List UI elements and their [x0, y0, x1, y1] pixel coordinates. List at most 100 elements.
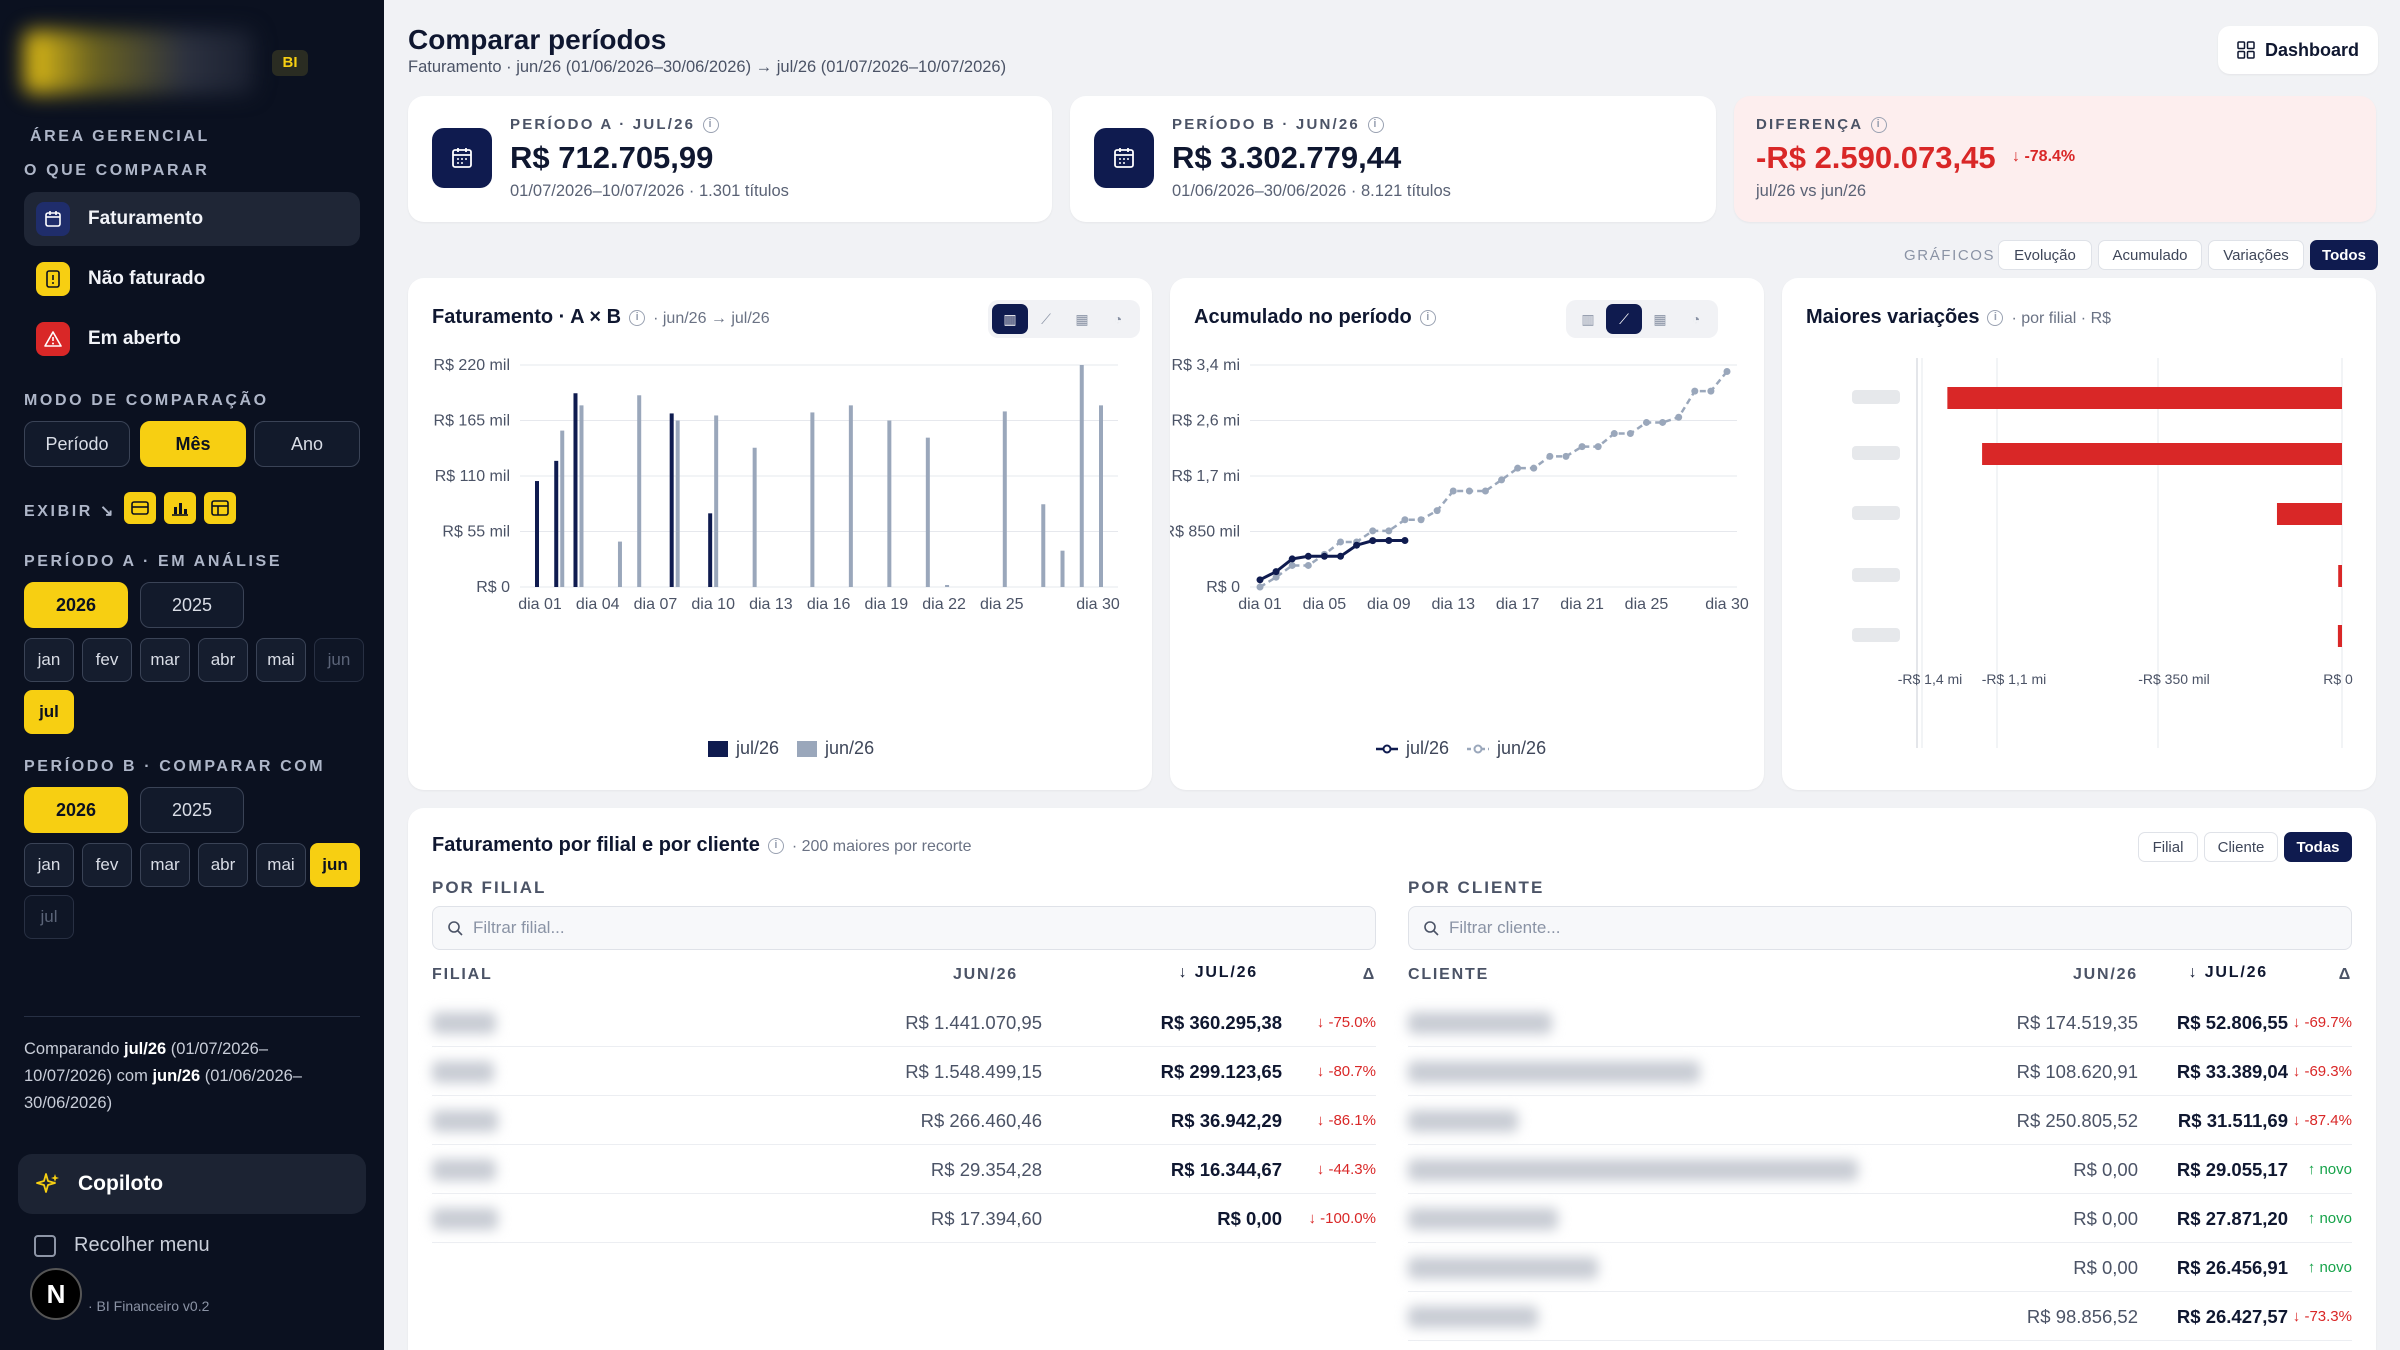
bar-chart-view-icon[interactable] — [164, 492, 196, 524]
nav-label: Em aberto — [88, 328, 181, 349]
col-header-jun[interactable]: JUN/26 — [2072, 966, 2138, 983]
mode-ano[interactable]: Ano — [254, 421, 360, 467]
graphs-toggle-variacoes[interactable]: Variações — [2208, 240, 2304, 270]
period-b-month[interactable]: jul — [24, 895, 74, 939]
info-icon[interactable]: i — [629, 309, 646, 326]
kpi-label: PERÍODO A · JUL/26 i — [510, 116, 720, 134]
document-icon — [36, 262, 70, 296]
mode-mes[interactable]: Mês — [140, 421, 246, 467]
table-row[interactable]: R$ 1.441.070,95 R$ 360.295,38 ↓ -75.0% — [432, 998, 1376, 1047]
pie-chart-icon[interactable]: ◔ — [1113, 311, 1123, 327]
col-header-delta[interactable]: Δ — [2338, 966, 2352, 983]
dashboard-button[interactable]: Dashboard — [2218, 26, 2378, 74]
period-b-year-2025[interactable]: 2025 — [140, 787, 244, 833]
redacted-name — [432, 1159, 496, 1181]
x-tick-label: dia 21 — [1560, 596, 1604, 613]
col-header-jul[interactable]: ↓ JUL/26 — [1178, 964, 1258, 981]
chart-card-variations: Maiores variações i · por filial · R$ -R$ … — [1782, 278, 2376, 790]
period-a-month[interactable]: mar — [140, 638, 190, 682]
table-row[interactable]: R$ 174.519,35 R$ 52.806,55 ↓ -69.7% — [1408, 998, 2352, 1047]
bar-chart-icon[interactable]: ▥ — [992, 304, 1028, 334]
mode-periodo[interactable]: Período — [24, 421, 130, 467]
graphs-toggle-todos[interactable]: Todos — [2310, 240, 2378, 270]
line-chart-icon[interactable]: ⟋ — [1041, 310, 1051, 327]
card-view-icon[interactable] — [124, 492, 156, 524]
point-jun — [1626, 430, 1634, 438]
period-a-month-selected[interactable]: jul — [24, 690, 74, 734]
col-header-filial[interactable]: FILIAL — [432, 966, 493, 983]
period-b-month[interactable]: jan — [24, 843, 74, 887]
col-header-jun[interactable]: JUN/26 — [952, 966, 1018, 983]
point-jul — [1304, 552, 1312, 560]
period-a-month[interactable]: mai — [256, 638, 306, 682]
graphs-toggle-acumulado[interactable]: Acumulado — [2098, 240, 2202, 270]
table-row[interactable]: R$ 108.620,91 R$ 33.389,04 ↓ -69.3% — [1408, 1047, 2352, 1096]
info-icon[interactable]: i — [1367, 117, 1384, 134]
bar-chart-icon[interactable]: ▥ — [1581, 310, 1595, 327]
collapse-menu-button[interactable]: Recolher menu — [34, 1234, 210, 1257]
area-chart-icon[interactable]: ▦ — [1075, 310, 1089, 327]
chart-legend: jul/26 jun/26 — [708, 738, 874, 759]
table-toggle-todas[interactable]: Todas — [2284, 832, 2352, 862]
nav-faturamento[interactable]: Faturamento — [24, 192, 360, 246]
table-row[interactable]: R$ 250.805,52 R$ 31.511,69 ↓ -87.4% — [1408, 1096, 2352, 1145]
category-label-redacted — [1852, 390, 1900, 404]
x-tick-label: dia 09 — [1367, 596, 1411, 613]
point-jun — [1433, 507, 1441, 515]
cell-jun: R$ 0,00 — [2073, 1159, 2138, 1180]
copilot-button[interactable]: Copiloto — [18, 1154, 366, 1214]
table-row[interactable]: R$ 0,00 R$ 29.055,17 ↑ novo — [1408, 1145, 2352, 1194]
line-jun — [1259, 370, 1728, 589]
bar-jul — [669, 413, 674, 587]
cell-jul: R$ 36.942,29 — [1170, 1110, 1282, 1131]
area-chart-icon[interactable]: ▦ — [1653, 310, 1667, 327]
nav-em-aberto[interactable]: Em aberto — [24, 312, 360, 366]
info-icon[interactable]: i — [767, 837, 784, 854]
info-icon[interactable]: i — [1419, 309, 1436, 326]
table-row[interactable]: R$ 1.548.499,15 R$ 299.123,65 ↓ -80.7% — [432, 1047, 1376, 1096]
period-a-month[interactable]: fev — [82, 638, 132, 682]
cliente-filter-input[interactable]: Filtrar cliente... — [1408, 906, 2352, 950]
calendar-icon — [432, 128, 492, 188]
col-header-delta[interactable]: Δ — [1362, 966, 1376, 983]
bar-chart: R$ 0 R$ 55 mil R$ 110 mil R$ 165 mil R$ 220 … — [434, 357, 1120, 613]
table-row[interactable]: R$ 98.856,52 R$ 26.427,57 ↓ -73.3% — [1408, 1292, 2352, 1341]
col-header-cliente[interactable]: CLIENTE — [1408, 966, 1490, 983]
period-a-month[interactable]: jun — [314, 638, 364, 682]
bar-jun — [1002, 411, 1007, 587]
graphs-toggle-evolucao[interactable]: Evolução — [1998, 240, 2092, 270]
period-a-year-2025[interactable]: 2025 — [140, 582, 244, 628]
table-row[interactable]: R$ 0,00 R$ 27.871,20 ↑ novo — [1408, 1194, 2352, 1243]
info-icon[interactable]: i — [703, 117, 720, 134]
table-row[interactable]: R$ 17.394,60 R$ 0,00 ↓ -100.0% — [432, 1194, 1376, 1243]
pie-chart-icon[interactable]: ◔ — [1691, 311, 1701, 327]
x-tick-label: -R$ 1,4 mi — [1898, 671, 1963, 687]
table-row[interactable]: R$ 0,00 R$ 26.456,91 ↑ novo — [1408, 1243, 2352, 1292]
filial-filter-input[interactable]: Filtrar filial... — [432, 906, 1376, 950]
period-b-month[interactable]: fev — [82, 843, 132, 887]
nav-nao-faturado[interactable]: Não faturado — [24, 252, 360, 306]
period-a-month[interactable]: jan — [24, 638, 74, 682]
user-avatar[interactable]: N — [30, 1268, 82, 1320]
info-icon[interactable]: i — [1987, 309, 2004, 326]
col-header-jul[interactable]: ↓ JUL/26 — [2188, 964, 2268, 981]
period-a-month[interactable]: abr — [198, 638, 248, 682]
table-toggle-cliente[interactable]: Cliente — [2204, 832, 2278, 862]
period-a-year-2026[interactable]: 2026 — [24, 582, 128, 628]
period-b-month[interactable]: abr — [198, 843, 248, 887]
table-row[interactable]: R$ 29.354,28 R$ 16.344,67 ↓ -44.3% — [432, 1145, 1376, 1194]
table-toggle-filial[interactable]: Filial — [2138, 832, 2198, 862]
info-icon[interactable]: i — [1871, 117, 1888, 134]
x-tick-label: dia 13 — [1431, 596, 1475, 613]
point-jun — [1465, 487, 1473, 495]
period-b-month-selected[interactable]: jun — [310, 843, 360, 887]
table-row[interactable]: R$ 266.460,46 R$ 36.942,29 ↓ -86.1% — [432, 1096, 1376, 1145]
kpi-label: DIFERENÇA i — [1756, 116, 1888, 134]
line-chart-icon[interactable]: ⟋ — [1606, 304, 1642, 334]
redacted-name — [1408, 1306, 1538, 1328]
point-jun — [1723, 368, 1731, 376]
period-b-month[interactable]: mar — [140, 843, 190, 887]
period-b-year-2026[interactable]: 2026 — [24, 787, 128, 833]
period-b-month[interactable]: mai — [256, 843, 306, 887]
table-view-icon[interactable] — [204, 492, 236, 524]
